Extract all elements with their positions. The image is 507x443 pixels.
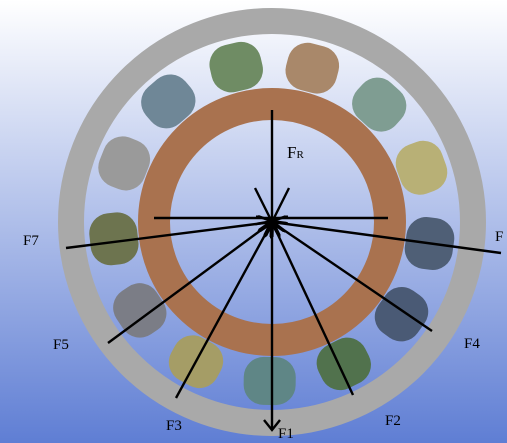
f7-label: F7 (23, 233, 39, 249)
arrowhead-f1-bottom (263, 419, 281, 432)
roller-upper-right-2 (395, 140, 448, 195)
force-line-f7 (65, 222, 272, 250)
force-lines (65, 110, 502, 432)
f1-label: F1 (278, 426, 294, 442)
f3-label: F3 (166, 418, 182, 434)
f6-label: F (495, 229, 503, 245)
roller-lower-right-2 (316, 337, 371, 391)
f4-label: F4 (464, 336, 480, 352)
force-line-f2 (272, 222, 355, 396)
roller-upper-left-1 (141, 74, 196, 129)
roller-upper-right-1 (352, 77, 407, 132)
roller-bottom (243, 356, 296, 406)
force-line-f5 (107, 222, 272, 344)
roller-upper-left-2 (98, 136, 151, 191)
roller-lower-left-1 (113, 283, 167, 338)
roller-left (89, 212, 139, 266)
roller-top-left (209, 41, 263, 93)
force-line-f4 (272, 222, 433, 332)
f2-label: F2 (385, 413, 401, 429)
force-line-f6 (272, 222, 502, 255)
radial-force-label: FR (287, 143, 304, 162)
f5-label: F5 (53, 337, 69, 353)
roller-top-right (285, 42, 340, 94)
force-line-f3 (174, 222, 272, 399)
